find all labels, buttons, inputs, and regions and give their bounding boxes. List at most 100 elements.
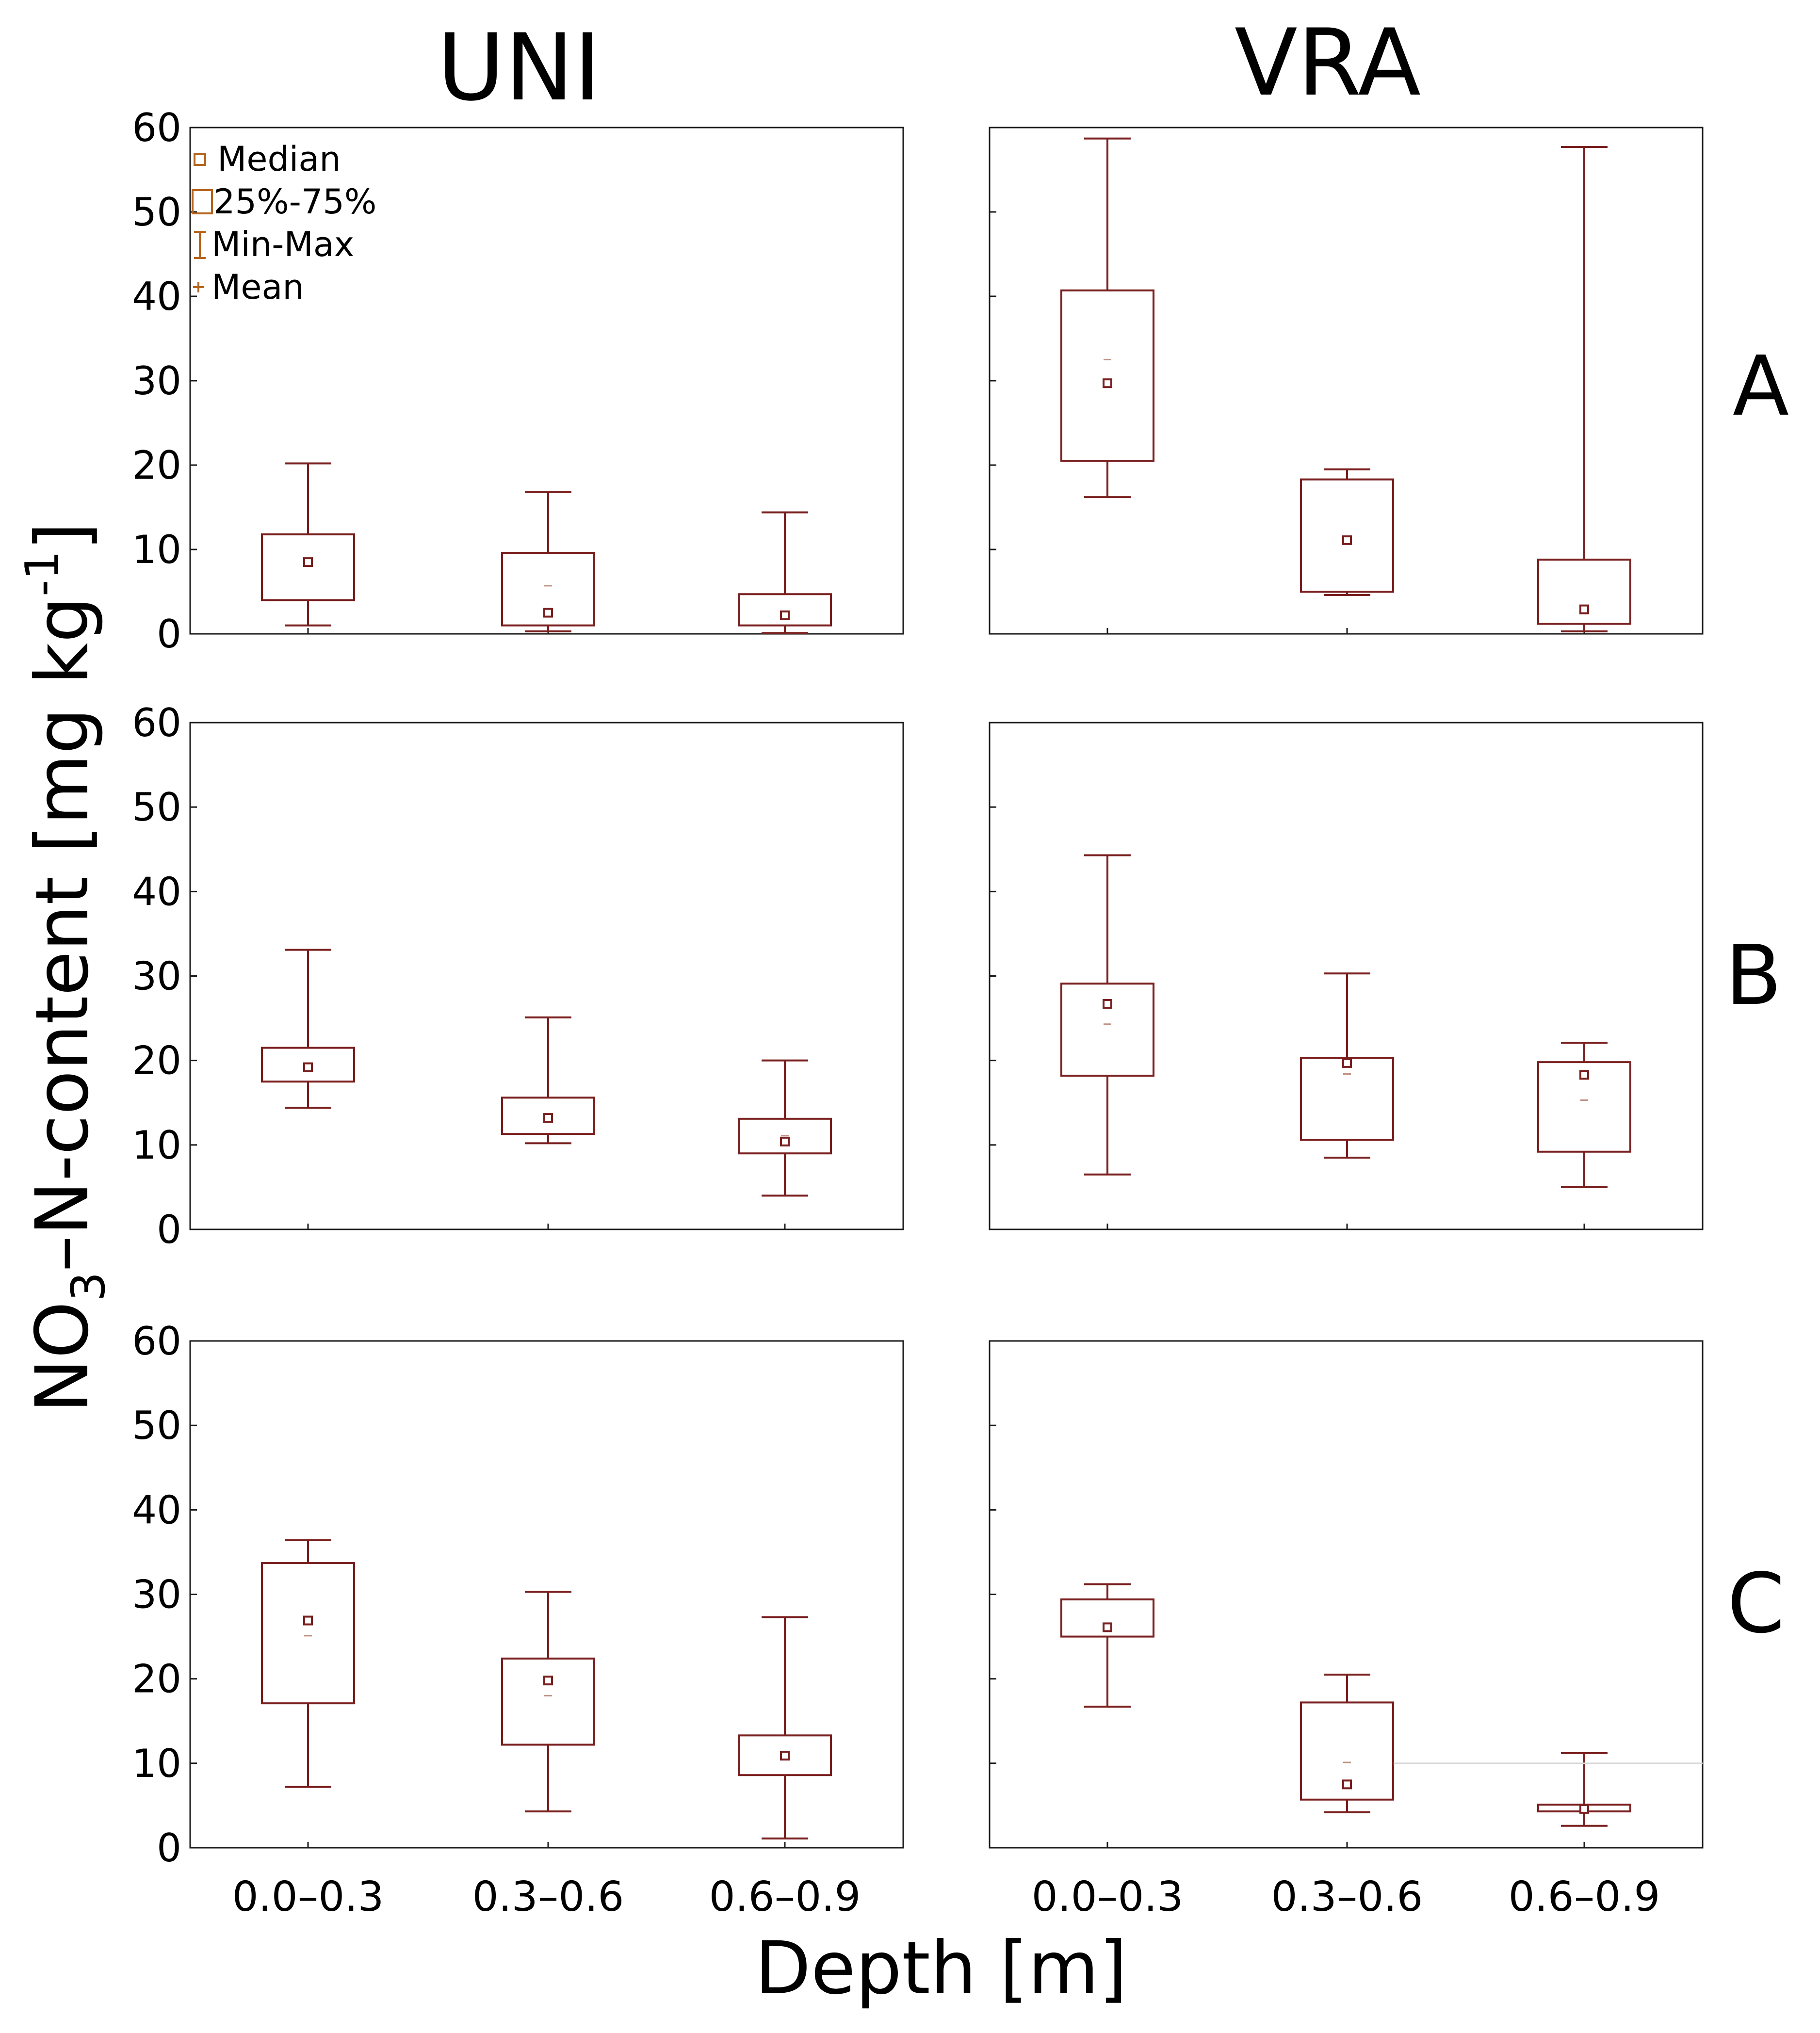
box-uni-a-2 [501,491,595,632]
box-vra-c-3 [1537,1752,1631,1827]
box-vra-a-2 [1300,468,1394,596]
panel-uni-b: 0 10 20 30 40 50 60 [132,700,904,1252]
legend-median-icon [194,153,206,166]
iqr-box [738,593,832,627]
median-marker [543,608,553,618]
y-axis-title: NO3–N-content [mg kg-1] [16,522,115,1413]
y-tick-label: 0 [157,612,181,657]
y-tick-label: 30 [132,358,181,403]
y-tick-label: 10 [132,527,181,572]
panel-uni-c: 0 10 20 30 40 50 60 0.0–0.3 0.3–0.6 0.6–0.9 [132,1319,904,1921]
median-marker [1103,378,1112,388]
y-tick-label: 60 [132,105,181,150]
legend-mean-label: Mean [211,267,304,307]
median-marker [1579,604,1589,614]
y-tick-label: 40 [132,1487,181,1533]
box-vra-b-1 [1060,854,1154,1176]
iqr-box [1060,983,1154,1077]
median-marker [303,1062,313,1072]
row-label-c: C [1727,1556,1785,1652]
y-axis-title-main: NO [20,1301,105,1413]
median-marker [1342,1058,1352,1068]
median-marker [1579,1804,1589,1814]
median-marker [543,1113,553,1123]
y-axis-title-end: ] [20,522,105,551]
panels: 0102030405060010203040506001020304050600… [132,105,1704,1921]
y-axis-title-sup: -1 [16,550,69,597]
box-uni-a-3 [738,511,832,634]
iqr-box [261,533,355,601]
row-label-a: A [1733,339,1789,435]
x-tick-label: 0.0–0.3 [1032,1873,1184,1921]
median-marker [303,1615,313,1626]
y-tick-label: 0 [157,1207,181,1252]
iqr-box [261,1562,355,1705]
x-tick-label: 0.0–0.3 [232,1873,384,1921]
row-label-b: B [1725,928,1782,1024]
iqr-box [261,1047,355,1083]
y-tick-label: 30 [132,1572,181,1617]
y-tick-label: 20 [132,1657,181,1702]
y-tick-label: 10 [132,1741,181,1786]
box-vra-a-1 [1060,137,1154,499]
iqr-box [1060,1598,1154,1638]
box-uni-a-1 [261,462,355,627]
iqr-box [738,1117,832,1155]
iqr-box [1537,558,1631,625]
x-tick-label: 0.6–0.9 [709,1873,861,1921]
iqr-box [1300,1701,1394,1801]
median-marker [303,557,313,567]
box-vra-c-2 [1300,1673,1394,1813]
column-title-vra: VRA [1235,9,1421,116]
y-axis-title-sub: 3 [62,1272,115,1301]
y-tick-label: 20 [132,1038,181,1083]
iqr-box [501,1097,595,1135]
box-uni-c-1 [261,1539,355,1788]
median-marker [780,1136,790,1146]
panel-frame [189,1340,904,1849]
median-marker [543,1676,553,1686]
median-marker [1579,1070,1589,1080]
box-vra-c-1 [1060,1583,1154,1708]
x-axis-title: Depth [m] [755,1926,1127,2011]
median-marker [1103,1622,1112,1632]
box-uni-c-2 [501,1591,595,1813]
panel-vra-b [989,722,1704,1230]
legend-median-label: Median [217,139,341,179]
box-uni-c-3 [738,1616,832,1839]
legend: Median 25%-75% Min-Max Mean [192,139,376,307]
iqr-box [738,1734,832,1776]
legend-minmax-label: Min-Max [211,225,354,264]
legend-box-icon [192,189,213,214]
y-tick-label: 60 [132,1319,181,1364]
box-vra-b-2 [1300,972,1394,1159]
y-tick-label: 0 [157,1825,181,1871]
panel-uni-a: 0 10 20 30 40 50 60 [132,105,904,657]
iqr-box [501,551,595,627]
y-tick-label: 40 [132,869,181,914]
y-tick-label: 10 [132,1123,181,1168]
iqr-box [1060,289,1154,462]
median-marker [1103,999,1112,1009]
y-axis-title-rest: –N-content [mg kg [20,597,105,1272]
iqr-box [1537,1061,1631,1153]
column-title-uni: UNI [437,14,601,121]
median-marker [1342,535,1352,545]
x-tick-label: 0.6–0.9 [1509,1873,1660,1921]
box-uni-b-1 [261,949,355,1109]
iqr-box [1300,1057,1394,1141]
box-vra-a-3 [1537,146,1631,632]
iqr-box [1300,478,1394,593]
box-vra-b-3 [1537,1042,1631,1188]
iqr-box [501,1657,595,1746]
median-marker [780,1751,790,1761]
legend-mean-icon [193,282,204,292]
legend-box-label: 25%-75% [213,182,376,222]
y-tick-label: 60 [132,700,181,745]
y-tick-label: 20 [132,443,181,488]
median-marker [1342,1779,1352,1790]
y-tick-label: 50 [132,190,181,235]
y-tick-label: 50 [132,785,181,830]
x-tick-label: 0.3–0.6 [472,1873,624,1921]
